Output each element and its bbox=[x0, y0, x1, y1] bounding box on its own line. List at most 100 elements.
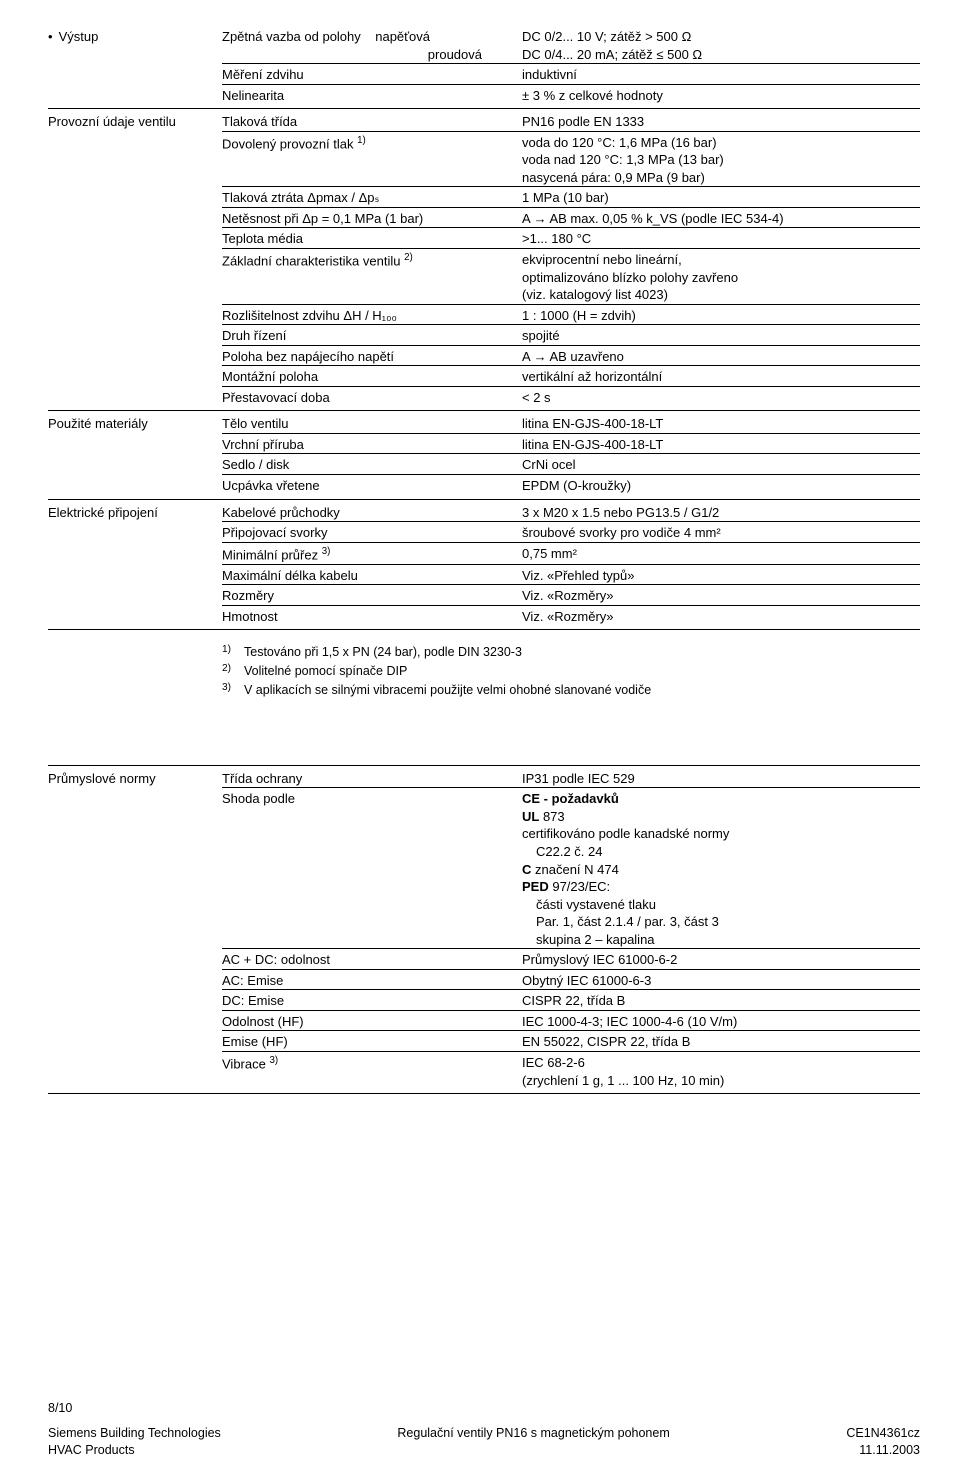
prop-label: Nelinearita bbox=[222, 87, 522, 105]
prop-label: Připojovací svorky bbox=[222, 524, 522, 542]
prop-label: Ucpávka vřetene bbox=[222, 477, 522, 495]
footer-right: CE1N4361cz bbox=[846, 1425, 920, 1442]
row: Sedlo / disk CrNi ocel bbox=[48, 456, 920, 474]
text: CE - požadavků bbox=[522, 790, 920, 808]
prop-label: Třída ochrany bbox=[222, 770, 522, 788]
footer-left: Siemens Building Technologies bbox=[48, 1425, 221, 1442]
prop-label: Hmotnost bbox=[222, 608, 522, 626]
row: DC: Emise CISPR 22, třída B bbox=[48, 992, 920, 1010]
prop-label: DC: Emise bbox=[222, 992, 522, 1010]
sup: 2) bbox=[404, 252, 413, 263]
value: DC 0/2... 10 V; zátěž > 500 Ω bbox=[522, 28, 920, 46]
prop-label: Maximální délka kabelu bbox=[222, 567, 522, 585]
footer-center: Regulační ventily PN16 s magnetickým poh… bbox=[397, 1425, 669, 1442]
row: AC: Emise Obytný IEC 61000-6-3 bbox=[48, 972, 920, 990]
row: Montážní poloha vertikální až horizontál… bbox=[48, 368, 920, 386]
value: 1 : 1000 (H = zdvih) bbox=[522, 307, 920, 325]
footnote: 3) V aplikacích se silnými vibracemi pou… bbox=[222, 682, 920, 699]
value: šroubové svorky pro vodiče 4 mm² bbox=[522, 524, 920, 542]
value: ekviprocentní nebo lineární, optimalizov… bbox=[522, 251, 920, 304]
row: Tlaková ztráta Δpmax / Δpₛ 1 MPa (10 bar… bbox=[48, 189, 920, 207]
prop-label: proudová bbox=[222, 46, 522, 64]
note-num: 1) bbox=[222, 644, 244, 655]
text: optimalizováno blízko polohy zavřeno bbox=[522, 269, 920, 287]
hline bbox=[48, 765, 920, 766]
value: litina EN-GJS-400-18-LT bbox=[522, 415, 920, 433]
section-label: Použité materiály bbox=[48, 415, 222, 433]
note-text: Volitelné pomocí spínače DIP bbox=[244, 663, 920, 680]
text: voda do 120 °C: 1,6 MPa (16 bar) bbox=[522, 134, 920, 152]
sup: 1) bbox=[357, 135, 366, 146]
row: Rozlišitelnost zdvihu ΔH / H₁₀₀ 1 : 1000… bbox=[48, 307, 920, 325]
row: Netěsnost při Δp = 0,1 MPa (1 bar) A → A… bbox=[48, 210, 920, 228]
prop-label: Základní charakteristika ventilu 2) bbox=[222, 251, 522, 270]
row: Průmyslové normy Třída ochrany IP31 podl… bbox=[48, 770, 920, 788]
sup: 3) bbox=[269, 1055, 278, 1066]
value: induktivní bbox=[522, 66, 920, 84]
text: (viz. katalogový list 4023) bbox=[522, 286, 920, 304]
value: CE - požadavků UL 873 certifikováno podl… bbox=[522, 790, 920, 948]
note-text: Testováno při 1,5 x PN (24 bar), podle D… bbox=[244, 644, 920, 661]
text: skupina 2 – kapalina bbox=[522, 931, 920, 949]
row: Teplota média >1... 180 °C bbox=[48, 230, 920, 248]
value: IEC 1000-4-3; IEC 1000-4-6 (10 V/m) bbox=[522, 1013, 920, 1031]
row: Elektrické připojení Kabelové průchodky … bbox=[48, 504, 920, 522]
row: Vibrace 3) IEC 68-2-6 (zrychlení 1 g, 1 … bbox=[48, 1054, 920, 1089]
prop-label: Kabelové průchodky bbox=[222, 504, 522, 522]
page-number: 8/10 bbox=[48, 1400, 920, 1417]
text: PED 97/23/EC: bbox=[522, 878, 920, 896]
text: ekviprocentní nebo lineární, bbox=[522, 251, 920, 269]
text: části vystavené tlaku bbox=[522, 896, 920, 914]
text: Minimální průřez bbox=[222, 547, 322, 562]
page: Výstup Zpětná vazba od polohy napěťová D… bbox=[0, 0, 960, 1473]
text: napěťová bbox=[375, 29, 430, 44]
footnotes: 1) Testováno při 1,5 x PN (24 bar), podl… bbox=[222, 644, 920, 699]
row: Shoda podle CE - požadavků UL 873 certif… bbox=[48, 790, 920, 948]
row: Připojovací svorky šroubové svorky pro v… bbox=[48, 524, 920, 542]
prop-label: Rozměry bbox=[222, 587, 522, 605]
text: certifikováno podle kanadské normy bbox=[522, 825, 920, 843]
prop-label: Emise (HF) bbox=[222, 1033, 522, 1051]
hline bbox=[48, 499, 920, 500]
footnote: 2) Volitelné pomocí spínače DIP bbox=[222, 663, 920, 680]
bold: CE - požadavků bbox=[522, 791, 619, 806]
row: Emise (HF) EN 55022, CISPR 22, třída B bbox=[48, 1033, 920, 1051]
prop-label: Shoda podle bbox=[222, 790, 522, 808]
sup: 3) bbox=[322, 546, 331, 557]
footer-right: 11.11.2003 bbox=[859, 1442, 920, 1459]
value: EPDM (O-kroužky) bbox=[522, 477, 920, 495]
row: Provozní údaje ventilu Tlaková třída PN1… bbox=[48, 113, 920, 131]
row: AC + DC: odolnost Průmyslový IEC 61000-6… bbox=[48, 951, 920, 969]
value: A → AB uzavřeno bbox=[522, 348, 920, 366]
row: Měření zdvihu induktivní bbox=[48, 66, 920, 84]
text: C22.2 č. 24 bbox=[522, 843, 920, 861]
page-footer: 8/10 Siemens Building Technologies Regul… bbox=[48, 1400, 920, 1459]
prop-label: Montážní poloha bbox=[222, 368, 522, 386]
row: Přestavovací doba < 2 s bbox=[48, 389, 920, 407]
hline bbox=[48, 629, 920, 630]
row: Hmotnost Viz. «Rozměry» bbox=[48, 608, 920, 626]
text: voda nad 120 °C: 1,3 MPa (13 bar) bbox=[522, 151, 920, 169]
prop-label: Minimální průřez 3) bbox=[222, 545, 522, 564]
text: Vibrace bbox=[222, 1056, 269, 1071]
row: Ucpávka vřetene EPDM (O-kroužky) bbox=[48, 477, 920, 495]
prop-label: Přestavovací doba bbox=[222, 389, 522, 407]
row: Nelinearita ± 3 % z celkové hodnoty bbox=[48, 87, 920, 105]
prop-label: Dovolený provozní tlak 1) bbox=[222, 134, 522, 153]
prop-label: Teplota média bbox=[222, 230, 522, 248]
value: Obytný IEC 61000-6-3 bbox=[522, 972, 920, 990]
note-num: 2) bbox=[222, 663, 244, 674]
section-label: Provozní údaje ventilu bbox=[48, 113, 222, 131]
row: Vrchní příruba litina EN-GJS-400-18-LT bbox=[48, 436, 920, 454]
text: nasycená pára: 0,9 MPa (9 bar) bbox=[522, 169, 920, 187]
value: CrNi ocel bbox=[522, 456, 920, 474]
prop-label: Rozlišitelnost zdvihu ΔH / H₁₀₀ bbox=[222, 307, 522, 325]
row: Dovolený provozní tlak 1) voda do 120 °C… bbox=[48, 134, 920, 187]
row: Poloha bez napájecího napětí A → AB uzav… bbox=[48, 348, 920, 366]
row: proudová DC 0/4... 20 mA; zátěž ≤ 500 Ω bbox=[48, 46, 920, 64]
prop-label: Zpětná vazba od polohy napěťová bbox=[222, 28, 522, 46]
footer-left: HVAC Products bbox=[48, 1442, 135, 1459]
value: 1 MPa (10 bar) bbox=[522, 189, 920, 207]
section-label: Průmyslové normy bbox=[48, 770, 222, 788]
footer-line: Siemens Building Technologies Regulační … bbox=[48, 1425, 920, 1442]
